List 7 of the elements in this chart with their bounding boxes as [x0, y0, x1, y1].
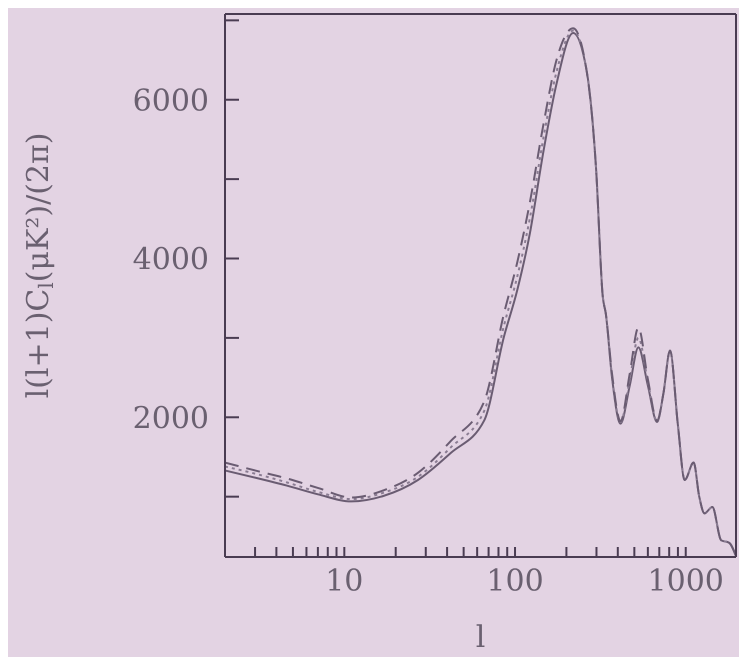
x-tick-label: 100 [486, 563, 544, 598]
x-tick-label: 1000 [648, 563, 724, 598]
x-tick-label: 10 [325, 563, 364, 598]
y-tick-label: 2000 [132, 400, 209, 436]
y-tick-label: 6000 [132, 83, 209, 118]
y-tick-label: 4000 [132, 242, 209, 278]
x-axis-title: l [476, 620, 486, 655]
